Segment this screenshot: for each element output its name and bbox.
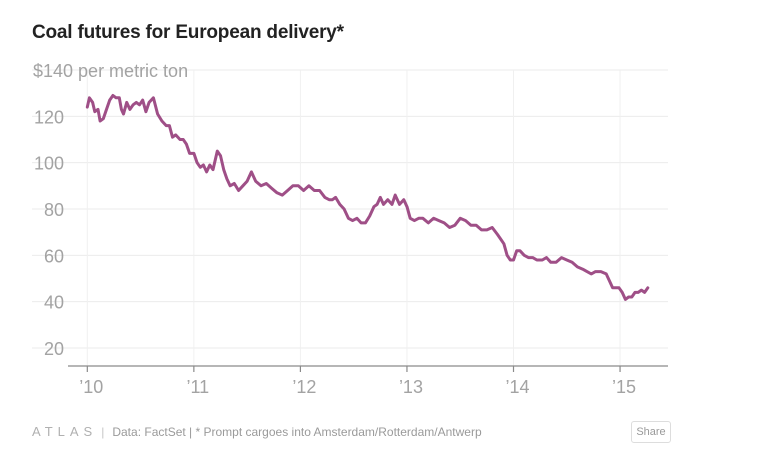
- x-tick-label-2015: ’15: [612, 377, 636, 397]
- x-tick-label-2010: ’10: [79, 377, 103, 397]
- footer: ATLAS | Data: FactSet | * Prompt cargoes…: [32, 424, 482, 439]
- y-tick-label-40: 40: [44, 293, 64, 313]
- x-tick-label-2014: ’14: [505, 377, 529, 397]
- x-tick-label-2012: ’12: [292, 377, 316, 397]
- x-tick-label-2013: ’13: [399, 377, 423, 397]
- y-tick-label-80: 80: [44, 200, 64, 220]
- y-unit-label: $140 per metric ton: [33, 61, 188, 81]
- share-button[interactable]: Share: [631, 421, 671, 443]
- y-axis-ticks: $140 per metric ton 120 100 80 60 40 20: [33, 61, 188, 359]
- atlas-logo: ATLAS: [32, 424, 98, 439]
- series-group: [85, 94, 650, 301]
- x-axis: ’10 ’11 ’12 ’13 ’14 ’15: [68, 365, 668, 397]
- y-tick-label-20: 20: [44, 339, 64, 359]
- gridlines: [32, 69, 668, 366]
- y-tick-label-120: 120: [34, 107, 64, 127]
- chart-title: Coal futures for European delivery*: [32, 22, 344, 43]
- source-note: Data: FactSet | * Prompt cargoes into Am…: [112, 424, 482, 439]
- x-tick-label-2011: ’11: [187, 377, 210, 397]
- footer-separator: |: [101, 424, 105, 439]
- y-tick-label-60: 60: [44, 246, 64, 266]
- coal-futures-chart: $140 per metric ton 120 100 80 60 40 20 ’10 ’11…: [32, 61, 668, 397]
- series-line-0: [85, 94, 650, 301]
- y-tick-label-100: 100: [34, 154, 64, 174]
